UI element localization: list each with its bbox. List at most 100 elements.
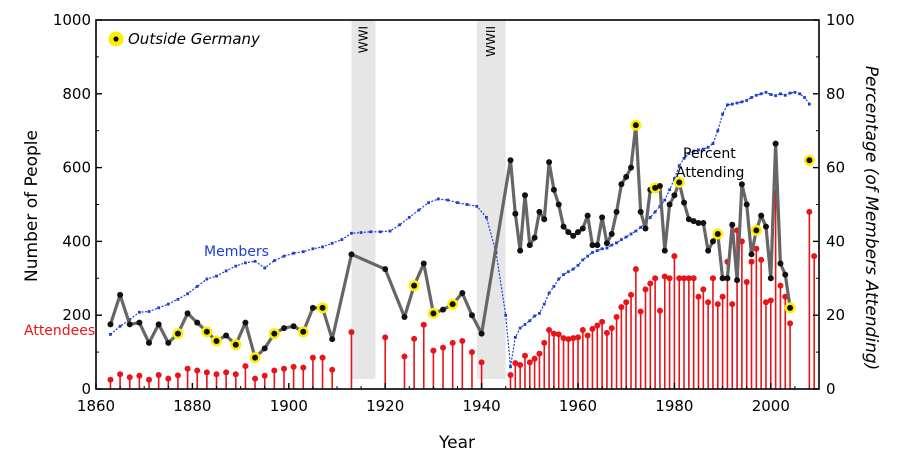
- percent-point: [478, 330, 485, 337]
- percent-point: [690, 218, 697, 225]
- members-point: [547, 291, 551, 295]
- attendee-point: [165, 375, 172, 382]
- members-point: [803, 96, 806, 99]
- percent-point: [512, 210, 519, 217]
- attendee-point: [117, 371, 124, 378]
- percent-point: [748, 251, 755, 258]
- percent-point: [309, 304, 316, 311]
- attendee-point: [560, 335, 567, 342]
- members-point: [533, 314, 537, 318]
- attendee-point: [555, 331, 562, 338]
- y-right-tick-label: 100: [826, 11, 855, 29]
- percent-point: [440, 306, 447, 313]
- members-point: [726, 103, 729, 107]
- percent-point: [719, 275, 726, 282]
- percent-point: [401, 314, 408, 321]
- attendee-point: [401, 353, 408, 360]
- attendee-point: [468, 349, 475, 356]
- y-right-tick-label: 40: [826, 232, 845, 250]
- attendee-point: [777, 282, 784, 289]
- attendee-point: [329, 366, 336, 373]
- members-point: [716, 129, 720, 133]
- percent-point: [165, 339, 172, 346]
- members-point: [340, 238, 344, 241]
- x-tick-label: 1900: [270, 397, 308, 415]
- percent-point: [136, 319, 143, 326]
- attendee-point: [531, 355, 538, 362]
- attendee-point: [449, 339, 456, 346]
- members-point: [215, 274, 218, 278]
- attendee-point: [550, 330, 557, 337]
- percent-point: [642, 225, 649, 232]
- members-point: [692, 149, 696, 153]
- y-right-tick-label: 60: [826, 159, 845, 177]
- attendee-point: [536, 350, 543, 357]
- attendee-point: [126, 374, 133, 381]
- attendee-point: [666, 275, 673, 282]
- percent-point: [252, 354, 259, 361]
- members-point: [745, 99, 749, 102]
- members-point: [750, 96, 753, 99]
- attendee-point: [671, 253, 678, 260]
- attendee-point: [570, 335, 577, 342]
- members-point: [764, 90, 768, 94]
- attendee-point: [242, 363, 249, 370]
- percent-point: [550, 186, 557, 193]
- attendee-point: [223, 369, 230, 376]
- percent-point: [685, 216, 692, 223]
- attendee-point: [729, 301, 736, 308]
- attendee-point: [767, 297, 774, 304]
- percent-point: [348, 251, 355, 258]
- attendee-point: [628, 291, 635, 298]
- x-tick-label: 1940: [463, 397, 501, 415]
- members-point: [542, 302, 546, 306]
- attendee-point: [608, 325, 615, 332]
- members-point: [677, 164, 681, 168]
- attendee-point: [430, 347, 437, 354]
- attendee-point: [623, 299, 630, 306]
- members-point: [523, 323, 527, 326]
- percent-point: [223, 332, 230, 339]
- attendee-point: [541, 339, 548, 346]
- members-point: [783, 93, 787, 97]
- members-point: [595, 249, 599, 253]
- war-bands: [351, 20, 506, 379]
- members-point: [701, 147, 705, 151]
- members-point: [706, 145, 710, 149]
- percent-point: [126, 321, 133, 328]
- members-point: [321, 245, 324, 249]
- percent-point: [767, 275, 774, 282]
- percent-point: [468, 312, 475, 319]
- members-point: [378, 230, 382, 234]
- percent-point: [531, 234, 538, 241]
- percent-label-line1: Percent: [683, 146, 736, 162]
- percent-point: [430, 310, 437, 317]
- attendee-point: [603, 329, 610, 336]
- percent-point: [594, 242, 601, 249]
- war-label-wwii: WWII: [484, 26, 498, 57]
- attendee-point: [579, 326, 586, 333]
- percent-point: [203, 328, 210, 335]
- members-label: Members: [204, 244, 269, 260]
- percent-point: [459, 290, 466, 297]
- members-point: [774, 94, 778, 98]
- y-left-tick-label: 400: [62, 232, 91, 250]
- percent-point: [618, 181, 625, 188]
- x-tick-label: 2000: [752, 397, 790, 415]
- members-point: [195, 285, 199, 288]
- attendee-point: [155, 371, 162, 378]
- percent-point: [584, 212, 591, 219]
- members-point: [369, 230, 373, 234]
- percent-point: [517, 247, 524, 254]
- attendee-point: [743, 278, 750, 285]
- attendee-point: [811, 253, 818, 260]
- members-point: [485, 216, 488, 219]
- y-axis-right: 0 20 40 60 80 100: [813, 11, 855, 398]
- members-point: [504, 313, 508, 317]
- attendee-point: [382, 334, 389, 341]
- percent-point: [329, 336, 336, 343]
- attendee-point: [661, 273, 668, 280]
- attendee-point: [575, 334, 581, 341]
- percent-point: [782, 271, 789, 278]
- members-point: [446, 198, 450, 202]
